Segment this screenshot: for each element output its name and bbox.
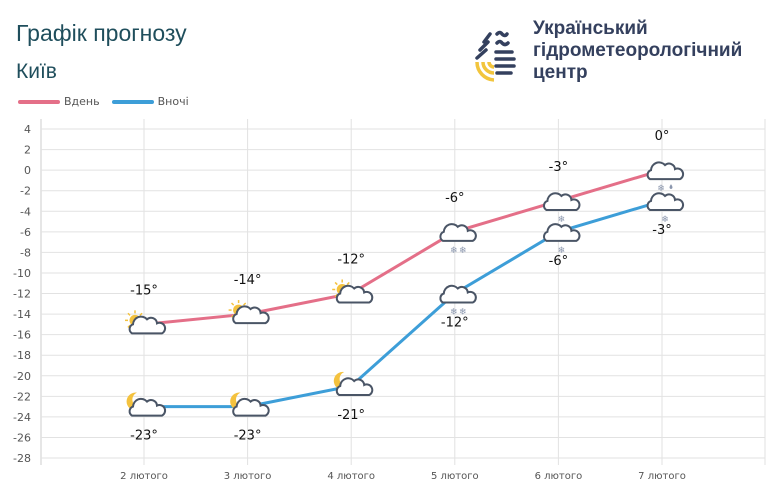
series-line-day <box>143 168 663 326</box>
y-tick-label: -8 <box>20 246 31 259</box>
sun-ray <box>334 281 338 286</box>
snowflake-icon: ❄ <box>657 184 665 194</box>
day-weather-icon: ❄ <box>543 192 581 225</box>
night-weather-icon <box>230 392 270 417</box>
y-tick-label: 2 <box>24 144 31 157</box>
temperature-label-day: -15° <box>130 283 158 298</box>
org-line: центр <box>533 62 588 83</box>
y-tick-label: -22 <box>13 390 31 403</box>
y-tick-label: -20 <box>13 370 31 383</box>
cloud-shape <box>439 284 477 304</box>
snowflake-icon: ❄ <box>450 246 458 256</box>
y-tick-label: -14 <box>13 308 31 321</box>
y-tick-label: -6 <box>20 226 31 239</box>
day-weather-icon <box>125 310 167 335</box>
temperature-label-day: 0° <box>655 129 670 144</box>
legend-night-label: Вночі <box>157 95 189 108</box>
organization-name: Український гідрометеорологічний центр <box>533 18 742 84</box>
x-tick-label: 6 лютого <box>535 471 583 482</box>
city-name: Київ <box>16 60 57 83</box>
sun-ray <box>139 312 143 316</box>
y-tick-label: -2 <box>20 185 31 198</box>
moon-icon <box>230 392 247 411</box>
snowflake-icon: ❄ <box>661 215 669 225</box>
y-tick-label: -12 <box>13 288 31 301</box>
cloud-shape <box>232 397 270 417</box>
cloud-shape <box>646 192 685 211</box>
sun-ray <box>346 281 350 286</box>
cloud-shape <box>335 377 374 397</box>
chart-legend: Вдень Вночі <box>18 95 189 108</box>
y-tick-label: 0 <box>24 164 31 177</box>
cloud-shape <box>128 315 167 335</box>
y-tick-label: -26 <box>13 431 31 444</box>
org-line: гідрометеорологічний <box>533 40 743 61</box>
moon-icon <box>333 371 351 390</box>
day-weather-icon: ❄ <box>646 161 685 194</box>
x-tick-label: 4 лютого <box>327 471 375 482</box>
y-tick-label: -4 <box>20 205 31 218</box>
sun-ray <box>230 302 235 306</box>
temperature-label-day: -6° <box>445 191 464 206</box>
y-tick-label: -28 <box>13 452 31 465</box>
cloud-shape <box>646 161 685 181</box>
cloud-shape <box>335 284 374 304</box>
series-line-night <box>144 199 663 409</box>
temperature-label-night: -21° <box>337 408 365 423</box>
cloud-shape <box>439 223 477 242</box>
raindrop-icon <box>669 184 673 190</box>
org-line: Український <box>533 18 648 39</box>
temperature-label-night: -6° <box>549 254 568 269</box>
night-weather-icon: ❄ <box>646 192 685 225</box>
legend-night-swatch <box>111 100 154 104</box>
ukrhydromet-logo-icon <box>475 30 516 82</box>
cloud-shape <box>232 305 270 325</box>
sun-ray <box>127 312 131 316</box>
x-tick-label: 7 лютого <box>638 471 686 482</box>
snowflake-icon: ❄ <box>558 246 566 256</box>
moon-icon <box>126 392 143 411</box>
night-weather-icon: ❄ <box>543 223 581 256</box>
legend-day-swatch <box>18 100 60 104</box>
snowflake-icon: ❄ <box>558 215 566 225</box>
y-tick-label: -16 <box>13 329 31 342</box>
sun-ray <box>243 302 247 306</box>
y-tick-label: -10 <box>13 267 31 280</box>
legend-day[interactable]: Вдень <box>18 95 100 108</box>
temperature-label-night: -23° <box>130 429 158 444</box>
cloud-shape <box>543 223 581 242</box>
day-weather-icon <box>228 300 270 325</box>
x-tick-label: 2 лютого <box>120 471 168 482</box>
x-tick-label: 3 лютого <box>224 471 272 482</box>
temperature-label-night: -23° <box>234 429 262 444</box>
day-weather-icon: ❄ ❄ <box>439 223 477 256</box>
cloud-shape <box>543 192 581 211</box>
snowflake-icon: ❄ <box>459 246 467 256</box>
y-tick-label: -24 <box>13 411 31 424</box>
snowflake-icon: ❄ <box>459 308 467 318</box>
temperature-label-day: -3° <box>549 160 568 175</box>
temperature-label-night: -3° <box>652 223 671 238</box>
legend-night[interactable]: Вночі <box>111 95 189 108</box>
page-title: Графік прогнозу <box>16 20 187 46</box>
x-tick-label: 5 лютого <box>431 471 479 482</box>
y-tick-label: 4 <box>24 123 31 136</box>
cloud-shape <box>128 397 167 417</box>
temperature-label-day: -14° <box>234 273 262 288</box>
y-tick-label: -18 <box>13 349 31 362</box>
day-weather-icon <box>332 279 374 304</box>
legend-day-label: Вдень <box>64 95 100 108</box>
night-weather-icon: ❄ ❄ <box>439 284 477 318</box>
temperature-label-night: -12° <box>441 316 469 331</box>
snowflake-icon: ❄ <box>450 308 458 318</box>
temperature-label-day: -12° <box>337 253 365 268</box>
night-weather-icon <box>333 371 374 397</box>
night-weather-icon <box>126 392 167 417</box>
